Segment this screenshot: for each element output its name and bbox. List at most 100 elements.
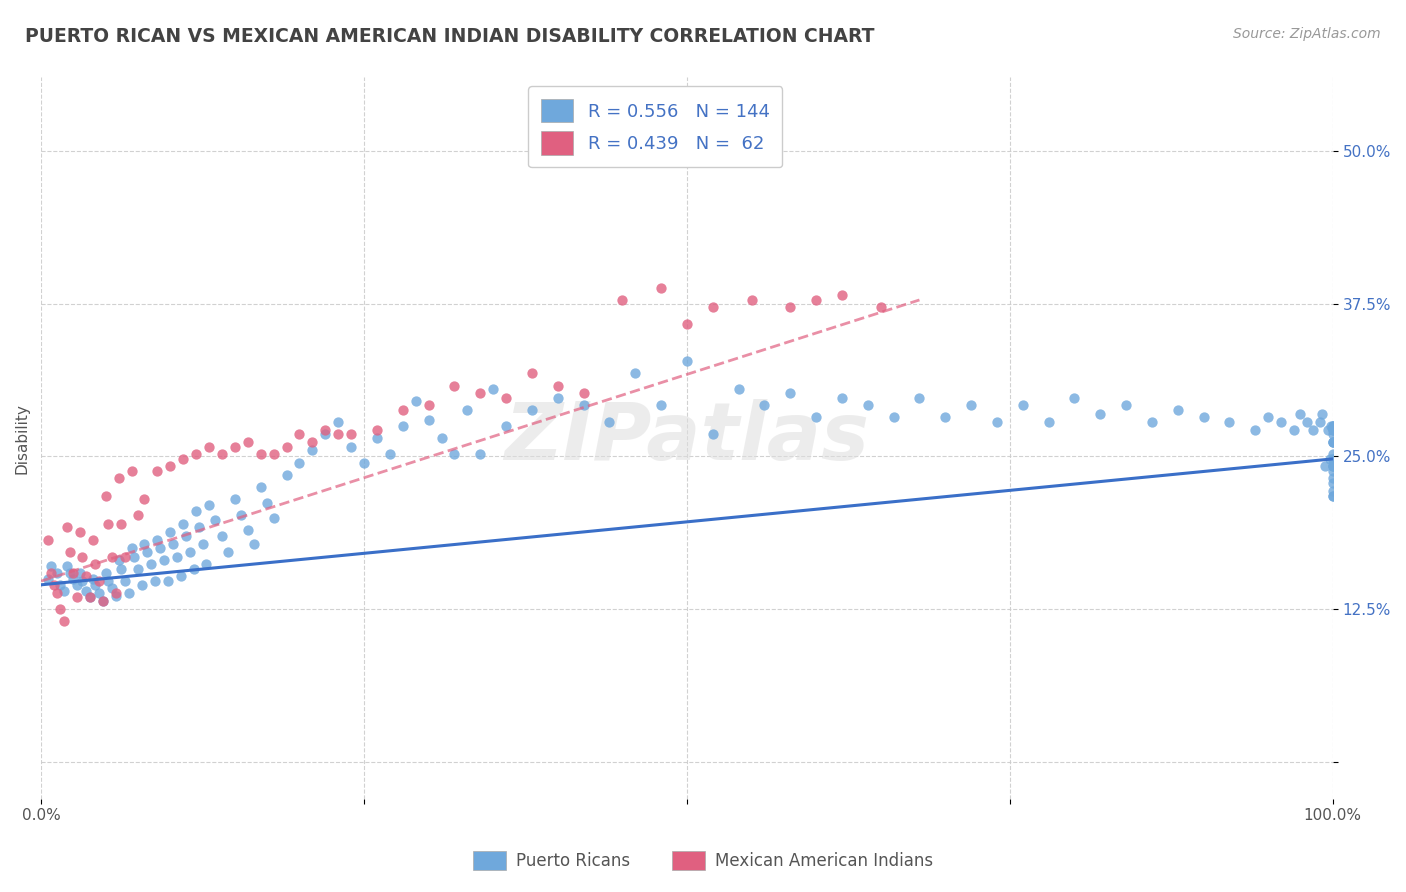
Point <box>328 415 350 429</box>
Point <box>960 398 983 412</box>
Text: ZIPatlas: ZIPatlas <box>505 399 869 477</box>
Point <box>1257 410 1279 425</box>
Point <box>1322 427 1344 442</box>
Point <box>547 391 569 405</box>
Point <box>62 572 84 586</box>
Point <box>91 593 114 607</box>
Point <box>340 427 363 442</box>
Point <box>149 541 172 555</box>
Point <box>1322 423 1344 437</box>
Point <box>301 443 323 458</box>
Point <box>1063 391 1085 405</box>
Point <box>236 434 259 449</box>
Point <box>1313 459 1336 474</box>
Point <box>1322 451 1344 466</box>
Point <box>249 480 271 494</box>
Point <box>495 418 517 433</box>
Point <box>482 382 505 396</box>
Point <box>804 293 827 307</box>
Point <box>191 537 214 551</box>
Point <box>146 464 169 478</box>
Point <box>520 367 543 381</box>
Point <box>456 403 478 417</box>
Point <box>1090 407 1112 421</box>
Point <box>314 423 336 437</box>
Point <box>831 288 853 302</box>
Point <box>49 578 72 592</box>
Point <box>66 578 89 592</box>
Point <box>224 440 246 454</box>
Legend: R = 0.556   N = 144, R = 0.439   N =  62: R = 0.556 N = 144, R = 0.439 N = 62 <box>529 87 782 167</box>
Point <box>1115 398 1137 412</box>
Point <box>134 492 156 507</box>
Point <box>430 431 453 445</box>
Point <box>169 569 191 583</box>
Point <box>263 510 285 524</box>
Text: PUERTO RICAN VS MEXICAN AMERICAN INDIAN DISABILITY CORRELATION CHART: PUERTO RICAN VS MEXICAN AMERICAN INDIAN … <box>25 27 875 45</box>
Point <box>134 537 156 551</box>
Point <box>97 516 120 531</box>
Point <box>405 394 427 409</box>
Point <box>443 378 465 392</box>
Point <box>470 385 492 400</box>
Point <box>84 557 107 571</box>
Point <box>986 415 1008 429</box>
Point <box>572 385 595 400</box>
Point <box>84 578 107 592</box>
Point <box>831 391 853 405</box>
Point <box>174 529 197 543</box>
Point <box>1038 415 1060 429</box>
Legend: Puerto Ricans, Mexican American Indians: Puerto Ricans, Mexican American Indians <box>465 844 941 877</box>
Point <box>598 415 620 429</box>
Point <box>1309 415 1331 429</box>
Point <box>159 525 181 540</box>
Point <box>650 281 672 295</box>
Point <box>1322 471 1344 485</box>
Point <box>121 464 143 478</box>
Point <box>82 572 104 586</box>
Point <box>418 413 440 427</box>
Point <box>1011 398 1033 412</box>
Point <box>1322 423 1344 437</box>
Point <box>66 590 89 604</box>
Point <box>727 382 749 396</box>
Point <box>301 434 323 449</box>
Point <box>89 586 111 600</box>
Point <box>1296 415 1319 429</box>
Point <box>1322 418 1344 433</box>
Point <box>114 574 136 589</box>
Point <box>217 545 239 559</box>
Text: Source: ZipAtlas.com: Source: ZipAtlas.com <box>1233 27 1381 41</box>
Point <box>779 300 801 314</box>
Point <box>470 447 492 461</box>
Point <box>1322 434 1344 449</box>
Point <box>1167 403 1189 417</box>
Point <box>75 583 97 598</box>
Point <box>1322 434 1344 449</box>
Point <box>110 562 132 576</box>
Point <box>1322 451 1344 466</box>
Point <box>1322 418 1344 433</box>
Point <box>94 566 117 580</box>
Point <box>1322 483 1344 498</box>
Point <box>754 398 776 412</box>
Point <box>101 549 124 564</box>
Point <box>131 578 153 592</box>
Point <box>183 562 205 576</box>
Point <box>166 549 188 564</box>
Point <box>1319 451 1341 466</box>
Point <box>172 451 194 466</box>
Point <box>41 566 63 580</box>
Point <box>288 427 311 442</box>
Point <box>139 557 162 571</box>
Point <box>79 590 101 604</box>
Point <box>91 593 114 607</box>
Point <box>45 586 67 600</box>
Point <box>127 508 149 522</box>
Point <box>101 582 124 596</box>
Point <box>122 549 145 564</box>
Point <box>1320 418 1343 433</box>
Y-axis label: Disability: Disability <box>15 402 30 474</box>
Point <box>198 440 221 454</box>
Point <box>249 447 271 461</box>
